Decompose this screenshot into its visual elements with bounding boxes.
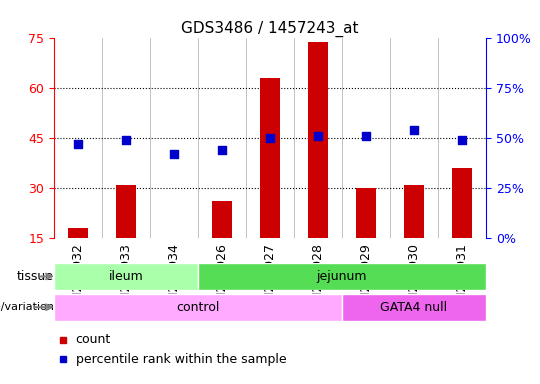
Point — [122, 137, 130, 143]
Point — [218, 147, 226, 153]
Point — [314, 133, 322, 139]
Bar — [69, 228, 87, 238]
FancyBboxPatch shape — [198, 263, 486, 290]
Bar — [356, 188, 376, 238]
Bar — [453, 168, 471, 238]
Text: control: control — [177, 301, 220, 314]
Text: percentile rank within the sample: percentile rank within the sample — [76, 353, 286, 366]
Point — [410, 127, 418, 133]
FancyBboxPatch shape — [54, 294, 342, 321]
Bar — [212, 202, 232, 238]
Point — [458, 137, 467, 143]
FancyBboxPatch shape — [54, 263, 198, 290]
Point — [170, 151, 178, 157]
Bar — [404, 185, 423, 238]
Point — [362, 133, 370, 139]
Bar — [308, 42, 328, 238]
Text: GATA4 null: GATA4 null — [381, 301, 448, 314]
Point — [73, 141, 82, 147]
Bar — [117, 185, 136, 238]
Title: GDS3486 / 1457243_at: GDS3486 / 1457243_at — [181, 21, 359, 37]
Text: genotype/variation: genotype/variation — [0, 302, 54, 312]
Bar — [260, 78, 280, 238]
Text: ileum: ileum — [109, 270, 144, 283]
FancyBboxPatch shape — [342, 294, 486, 321]
Point — [266, 135, 274, 141]
Text: jejunum: jejunum — [317, 270, 367, 283]
Text: count: count — [76, 333, 111, 346]
Text: tissue: tissue — [17, 270, 54, 283]
